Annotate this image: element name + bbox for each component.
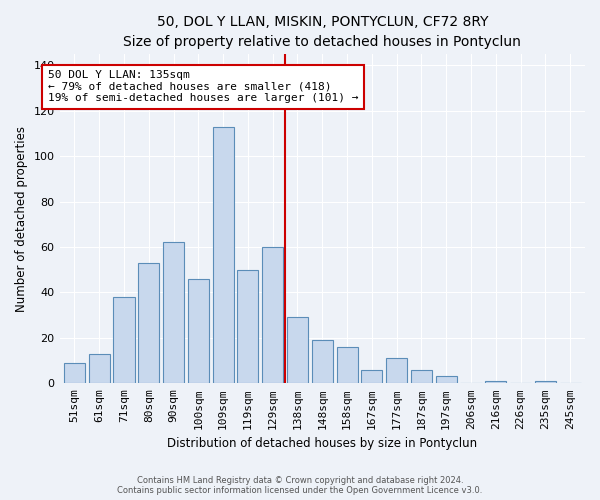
Bar <box>212 126 233 384</box>
Bar <box>361 370 382 384</box>
Y-axis label: Number of detached properties: Number of detached properties <box>15 126 28 312</box>
Bar <box>188 279 209 384</box>
Bar <box>238 270 259 384</box>
Bar <box>312 340 333 384</box>
Bar <box>163 242 184 384</box>
Bar <box>262 247 283 384</box>
Bar <box>337 347 358 384</box>
Bar <box>89 354 110 384</box>
Bar <box>436 376 457 384</box>
Title: 50, DOL Y LLAN, MISKIN, PONTYCLUN, CF72 8RY
Size of property relative to detache: 50, DOL Y LLAN, MISKIN, PONTYCLUN, CF72 … <box>124 15 521 48</box>
Bar <box>485 381 506 384</box>
Bar <box>386 358 407 384</box>
Bar <box>535 381 556 384</box>
Bar <box>138 263 160 384</box>
Bar <box>64 363 85 384</box>
Bar <box>411 370 432 384</box>
Bar <box>287 318 308 384</box>
Bar <box>113 297 134 384</box>
Text: 50 DOL Y LLAN: 135sqm
← 79% of detached houses are smaller (418)
19% of semi-det: 50 DOL Y LLAN: 135sqm ← 79% of detached … <box>48 70 359 103</box>
X-axis label: Distribution of detached houses by size in Pontyclun: Distribution of detached houses by size … <box>167 437 478 450</box>
Text: Contains HM Land Registry data © Crown copyright and database right 2024.
Contai: Contains HM Land Registry data © Crown c… <box>118 476 482 495</box>
